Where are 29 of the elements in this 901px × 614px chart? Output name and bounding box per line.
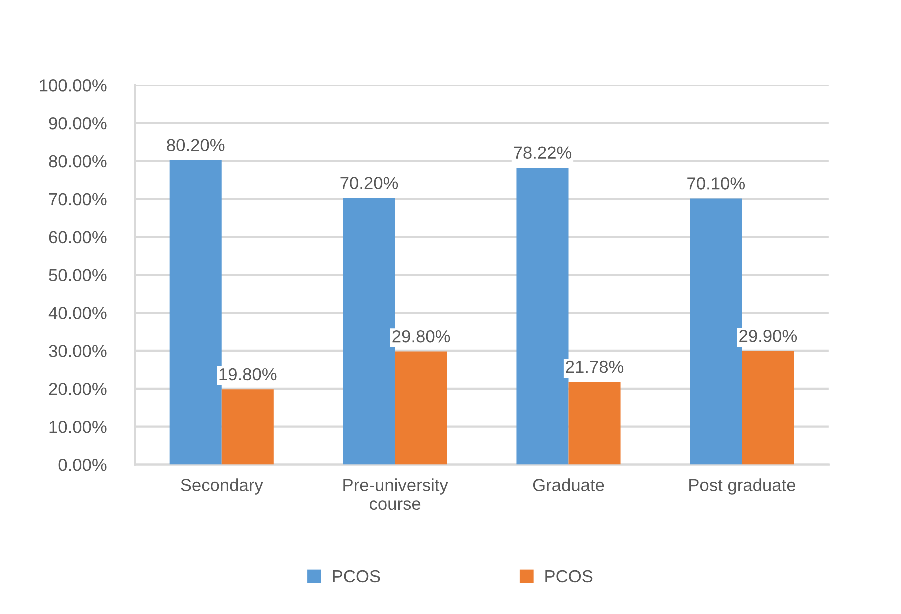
y-tick-label: 0.00%: [58, 458, 107, 472]
y-tick-label: 40.00%: [48, 307, 107, 320]
y-tick-label: 30.00%: [49, 345, 107, 358]
y-tick-label: 50.00%: [49, 269, 107, 282]
y-tick-label: 70.00%: [49, 193, 107, 206]
data-label: 80.20%: [167, 139, 225, 152]
x-tick-label: Graduate: [533, 478, 604, 492]
data-label: 29.80%: [392, 330, 450, 343]
x-tick-label: Post graduate: [690, 478, 796, 495]
legend-label: PCOS: [546, 570, 593, 583]
y-tick-label: 10.00%: [50, 421, 107, 434]
data-label: 70.10%: [688, 178, 746, 190]
legend-label: PCOS: [333, 570, 380, 583]
y-tick-label: 60.00%: [49, 231, 107, 244]
bar: [222, 390, 274, 465]
y-tick-label: 100.00%: [40, 80, 107, 92]
data-label: 21.78%: [566, 360, 624, 374]
data-label: 19.80%: [220, 368, 277, 381]
y-tick-label: 20.00%: [49, 383, 107, 396]
data-label: 78.22%: [514, 146, 572, 160]
data-label: 70.20%: [340, 177, 398, 190]
bar: [395, 352, 448, 465]
x-tick-label: Secondary: [181, 478, 264, 495]
y-tick-label: 90.00%: [49, 117, 107, 130]
bar: [742, 351, 794, 465]
data-label: 29.90%: [740, 330, 798, 342]
x-tick-label: Pre-university course: [344, 478, 448, 510]
bar: [568, 382, 621, 465]
y-tick-label: 80.00%: [49, 155, 107, 168]
